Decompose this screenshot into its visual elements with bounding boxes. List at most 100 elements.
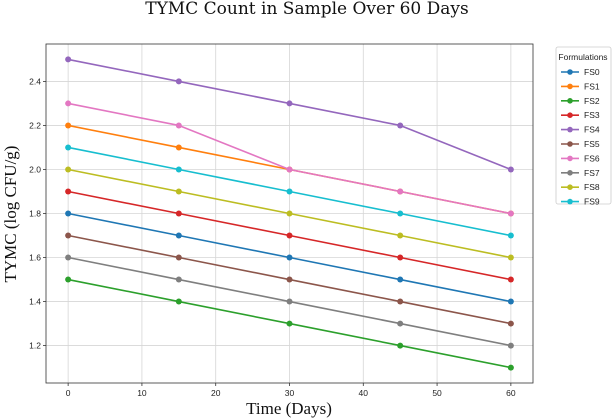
data-point-fs3 [65,188,72,195]
axis-ticks: 0 10 20 30 40 50 60 1.2 1.4 1.6 1.8 2.0 2.2 2.4 [29,76,516,398]
data-point-fs8 [397,232,404,239]
data-point-fs9 [507,232,514,239]
x-tick-label: 50 [432,388,442,398]
legend-label-fs7: FS7 [584,168,600,178]
data-point-fs7 [65,254,72,261]
data-point-fs2 [286,320,293,327]
x-tick-label: 40 [359,388,369,398]
data-point-fs9 [65,144,72,151]
legend-marker-fs9 [567,198,573,205]
legend-label-fs8: FS8 [584,182,600,192]
series-fs8 [65,166,514,261]
data-point-fs6 [175,122,182,129]
legend-marker-fs2 [567,98,573,104]
legend: Formulations FS0 FS1 FS2 FS3 FS4 FS5 FS6 FS7 FS8… [555,46,612,207]
data-point-fs8 [175,188,182,195]
x-tick-label: 60 [506,388,516,398]
series-fs7 [65,254,514,349]
data-point-fs7 [175,276,182,283]
data-point-fs4 [286,100,293,107]
y-tick-label: 2.0 [29,164,41,174]
legend-item-fs3: FS3 [561,110,600,120]
series-fs6 [65,100,514,217]
data-point-fs5 [397,298,404,305]
legend-item-fs5: FS5 [561,139,600,149]
legend-label-fs4: FS4 [584,125,600,135]
legend-label-fs0: FS0 [584,67,600,77]
data-point-fs5 [286,276,293,283]
data-point-fs1 [65,122,72,129]
legend-marker-fs8 [567,184,573,190]
legend-label-fs1: FS1 [584,81,600,91]
chart-title: TYMC Count in Sample Over 60 Days [145,0,469,19]
y-tick-label: 2.4 [29,76,41,86]
x-tick-label: 20 [211,388,221,398]
series-fs2 [65,276,514,371]
data-point-fs3 [507,276,514,283]
data-point-fs8 [507,254,514,261]
data-point-fs5 [175,254,182,261]
legend-item-fs6: FS6 [561,153,600,163]
legend-marker-fs7 [567,170,573,176]
data-point-fs5 [65,232,72,239]
y-tick-label: 1.8 [29,209,41,219]
series-layer [65,56,514,371]
y-axis-label: TYMC (log CFU/g) [1,146,20,283]
data-point-fs4 [175,78,182,85]
data-point-fs0 [65,210,72,217]
data-point-fs0 [286,254,293,261]
y-tick-label: 2.2 [29,120,41,130]
legend-label-fs9: FS9 [584,197,600,207]
legend-item-fs9: FS9 [561,197,600,207]
legend-item-fs1: FS1 [561,81,600,91]
data-point-fs0 [397,276,404,283]
series-fs4 [65,56,514,173]
data-point-fs4 [65,56,72,63]
legend-item-fs8: FS8 [561,182,600,192]
legend-item-fs2: FS2 [561,96,600,106]
data-point-fs3 [397,254,404,261]
series-fs3 [65,188,514,283]
legend-title: Formulations [558,52,607,62]
x-axis-label: Time (Days) [246,399,332,418]
data-point-fs0 [175,232,182,239]
data-point-fs9 [286,188,293,195]
data-point-fs7 [507,342,514,349]
data-point-fs2 [175,298,182,305]
series-fs9 [65,144,514,239]
x-tick-label: 0 [66,388,71,398]
data-point-fs5 [507,320,514,327]
y-tick-label: 1.4 [29,297,41,307]
legend-marker-fs3 [567,112,573,118]
data-point-fs2 [65,276,72,283]
data-point-fs8 [286,210,293,217]
data-point-fs9 [175,166,182,173]
legend-marker-fs1 [567,83,573,90]
data-point-fs6 [65,100,72,107]
legend-label-fs6: FS6 [584,153,600,163]
data-point-fs4 [397,122,404,129]
legend-label-fs5: FS5 [584,139,600,149]
data-point-fs7 [286,298,293,305]
data-point-fs2 [397,342,404,349]
data-point-fs0 [507,298,514,305]
x-tick-label: 30 [285,388,295,398]
series-fs0 [65,210,514,305]
legend-item-fs4: FS4 [561,125,600,135]
data-point-fs8 [65,166,72,173]
data-point-fs7 [397,320,404,327]
data-point-fs1 [175,144,182,151]
data-point-fs6 [397,188,404,195]
series-fs5 [65,232,514,327]
legend-item-fs7: FS7 [561,168,600,178]
y-tick-label: 1.2 [29,341,41,351]
legend-marker-fs0 [567,69,573,75]
legend-label-fs3: FS3 [584,110,600,120]
legend-item-fs0: FS0 [561,67,600,77]
legend-label-fs2: FS2 [584,96,600,106]
legend-items: FS0 FS1 FS2 FS3 FS4 FS5 FS6 FS7 FS8 FS9 [561,67,600,207]
grid [46,44,533,383]
legend-marker-fs6 [567,155,573,162]
data-point-fs2 [507,364,514,371]
